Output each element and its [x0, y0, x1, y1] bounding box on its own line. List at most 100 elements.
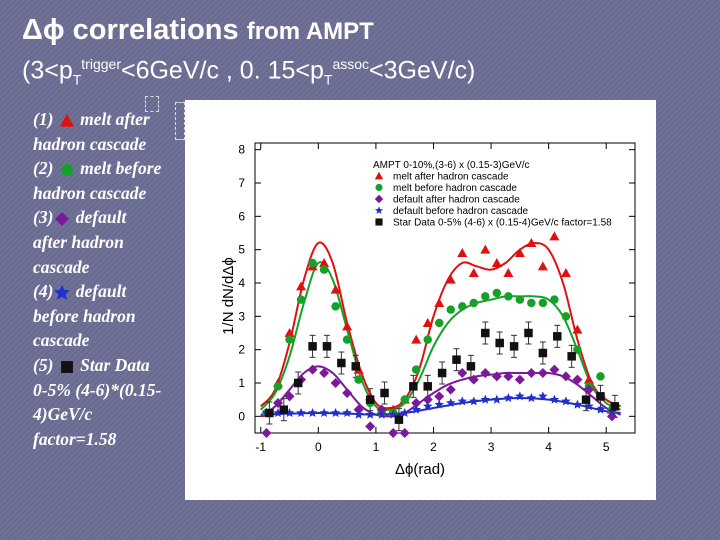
x-tick-label: 5	[603, 440, 610, 454]
x-tick-label: 0	[315, 440, 322, 454]
data-point-diamond	[514, 374, 525, 385]
y-tick-label: 7	[238, 176, 245, 190]
data-point-circle	[492, 288, 502, 298]
subtitle-suffix: <3GeV/c)	[369, 56, 476, 85]
legend-line: hadron cascade	[33, 181, 193, 206]
data-point-diamond	[411, 398, 422, 408]
data-point-star	[526, 393, 537, 403]
data-point-triangle	[549, 231, 560, 241]
y-tick-label: 6	[238, 209, 245, 223]
legend-line-text: (4)	[33, 281, 54, 302]
legend-header: AMPT 0-10%,(3-6) x (0.15-3)GeV/c	[373, 160, 530, 171]
data-point-star	[296, 408, 306, 418]
slide-subtitle: (3<pTtrigger<6GeV/c , 0. 15<pTassoc<3GeV…	[22, 56, 475, 87]
data-point-diamond	[434, 391, 445, 402]
data-point-triangle	[560, 268, 571, 277]
title-main: Δϕ correlations	[22, 14, 239, 46]
legend-line-text: default	[71, 207, 127, 228]
y-tick-label: 0	[238, 409, 245, 423]
data-point-circle	[308, 258, 317, 268]
data-point-diamond	[319, 368, 330, 378]
data-point-triangle	[319, 258, 330, 267]
data-point-diamond	[422, 394, 433, 405]
y-tick-label: 4	[238, 276, 245, 290]
data-point-triangle	[491, 258, 502, 267]
subtitle-prefix: (3<p	[22, 56, 73, 85]
legend-line-text: 0-5% (4-6)*(0.15-	[33, 379, 162, 400]
data-point-square	[538, 348, 548, 358]
data-point-triangle	[296, 281, 307, 291]
x-axis-label: Δϕ(rad)	[395, 461, 445, 478]
data-point-star	[595, 404, 606, 414]
data-point-circle	[319, 265, 329, 274]
y-tick-label: 2	[238, 343, 245, 357]
y-tick-label: 1	[238, 376, 245, 390]
data-point-circle	[423, 335, 432, 344]
placeholder-box-1	[145, 96, 159, 112]
data-point-triangle	[330, 284, 341, 294]
data-point-diamond	[526, 368, 537, 378]
legend-line: (5) Star Data	[33, 353, 193, 378]
data-point-diamond	[388, 428, 399, 438]
data-point-diamond	[503, 371, 514, 382]
legend-line-text: hadron cascade	[33, 133, 147, 154]
model-legend-text: (1) melt after hadron cascade (2) melt bef…	[33, 107, 193, 451]
triangle-marker-icon	[59, 113, 74, 127]
data-point-square	[394, 415, 404, 424]
data-point-circle	[342, 335, 352, 344]
data-point-star	[411, 404, 421, 414]
data-point-diamond	[330, 378, 341, 388]
data-point-triangle	[434, 298, 445, 307]
data-point-star	[307, 408, 318, 418]
data-point-star	[492, 394, 502, 404]
data-point-square	[409, 382, 418, 391]
data-point-star	[457, 396, 468, 406]
legend-marker-triangle	[374, 171, 384, 180]
data-point-triangle	[422, 318, 433, 327]
data-point-triangle	[284, 328, 295, 337]
data-point-star	[584, 401, 594, 411]
legend-marker-star	[375, 206, 383, 214]
data-point-circle	[515, 295, 525, 304]
data-point-square	[553, 332, 562, 341]
data-point-circle	[331, 302, 340, 311]
data-point-diamond	[560, 371, 571, 382]
subtitle-mid: <6GeV/c , 0. 15<p	[120, 56, 324, 85]
fit-curve	[260, 261, 622, 412]
data-point-square	[481, 328, 490, 338]
plot-frame	[254, 142, 636, 434]
data-point-triangle	[342, 321, 353, 331]
legend-line: before hadron	[33, 304, 193, 329]
data-point-diamond	[572, 374, 583, 385]
data-point-triangle	[480, 244, 491, 254]
data-point-triangle	[514, 248, 525, 257]
y-tick-label: 5	[238, 243, 245, 257]
star-marker-shape	[54, 284, 71, 301]
data-point-star	[330, 408, 341, 418]
legend-line: (3) default	[33, 205, 193, 230]
diamond-marker-icon	[55, 212, 70, 227]
triangle-marker-shape	[59, 113, 74, 127]
subtitle-sub1: T	[72, 71, 82, 88]
data-point-star	[572, 399, 583, 409]
data-point-star	[469, 396, 479, 406]
data-point-square	[265, 408, 274, 418]
legend-line-text: melt before	[75, 158, 162, 179]
legend-line-text: (1)	[33, 109, 58, 129]
data-point-star	[342, 408, 352, 418]
legend-line: cascade	[33, 328, 193, 353]
data-point-triangle	[445, 274, 456, 284]
data-point-star	[434, 399, 444, 409]
data-point-diamond	[491, 371, 502, 382]
data-point-square	[437, 368, 447, 378]
legend-marker-diamond	[374, 194, 384, 204]
data-point-star	[561, 396, 571, 406]
data-point-star	[319, 408, 329, 418]
legend-entry: Star Data 0-5% (4-6) x (0.15-4)GeV/c fac…	[393, 218, 612, 229]
data-point-star	[446, 398, 456, 408]
x-tick-label: 1	[373, 440, 380, 454]
legend-line-text: 4)GeV/c	[33, 404, 93, 425]
legend-line-text: before hadron	[33, 305, 136, 326]
data-point-diamond	[353, 404, 364, 415]
title-source: from AMPT	[246, 18, 374, 45]
